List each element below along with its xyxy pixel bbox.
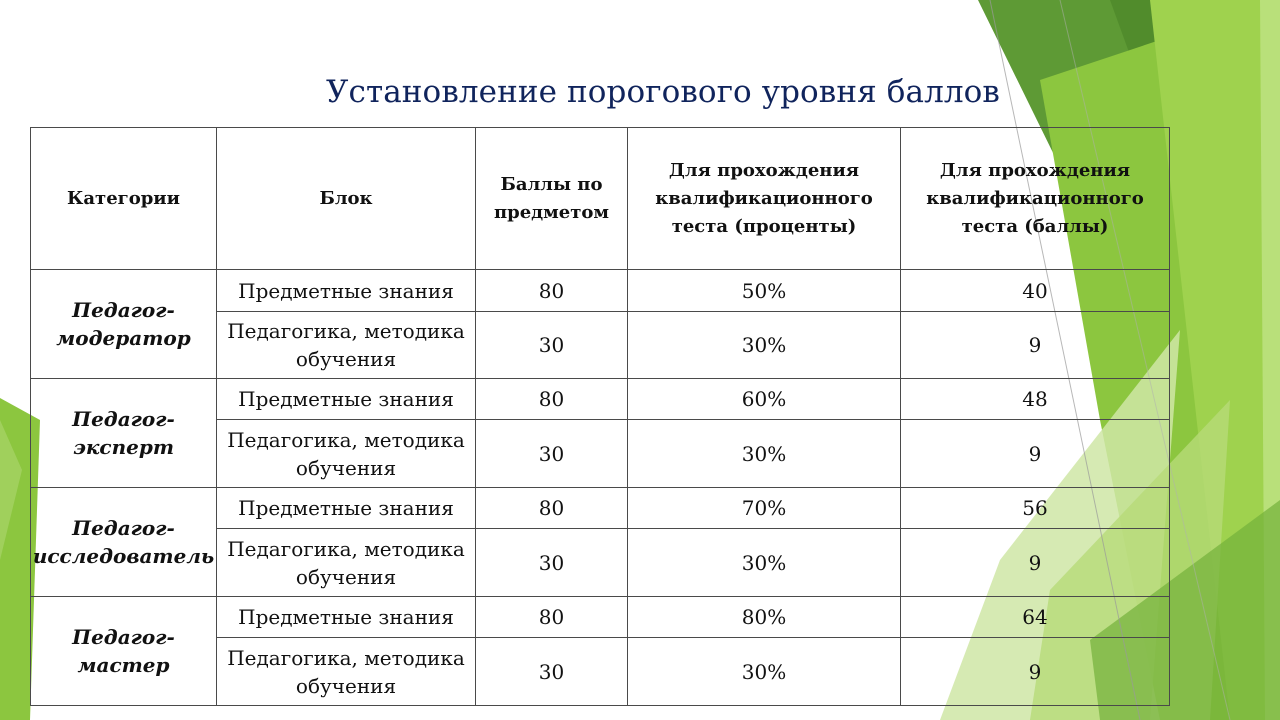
category-cell: Педагог-исследователь [30, 487, 217, 597]
table-row: Педагог-исследователь Предметные знания … [30, 487, 1170, 597]
table-row: Педагогика, методика обучения 30 30% 9 [31, 637, 1170, 706]
score-cell: 64 [900, 596, 1170, 638]
points-cell: 80 [475, 487, 628, 529]
table-row: Педагогика, методика обучения 30 30% 9 [31, 311, 1170, 379]
score-cell: 48 [900, 378, 1170, 420]
category-cell: Педагог-эксперт [30, 378, 217, 488]
slide-title: Установление порогового уровня баллов [326, 74, 1000, 110]
table-row: Педагог-эксперт Предметные знания 80 60%… [30, 378, 1170, 488]
table-row: Педагогика, методика обучения 30 30% 9 [31, 419, 1170, 488]
points-cell: 30 [475, 311, 628, 379]
percent-cell: 30% [627, 637, 901, 706]
score-cell: 9 [900, 528, 1170, 597]
block-cell: Предметные знания [216, 487, 476, 529]
percent-cell: 60% [627, 378, 901, 420]
percent-cell: 30% [627, 528, 901, 597]
points-cell: 80 [475, 378, 628, 420]
block-cell: Предметные знания [216, 269, 476, 312]
header-points: Баллы по предметом [475, 127, 628, 270]
table-row: Педагог-модератор Предметные знания 80 5… [30, 269, 1170, 379]
block-cell: Педагогика, методика обучения [216, 311, 476, 379]
header-row: Категории Блок Баллы по предметом Для пр… [30, 127, 1170, 270]
table-row: Педагог-мастер Предметные знания 80 80% … [30, 596, 1170, 706]
block-cell: Педагогика, методика обучения [216, 637, 476, 706]
percent-cell: 80% [627, 596, 901, 638]
block-cell: Педагогика, методика обучения [216, 419, 476, 488]
score-cell: 9 [900, 637, 1170, 706]
category-cell: Педагог-мастер [30, 596, 217, 706]
header-pass-percent: Для прохождения квалификационного теста … [627, 127, 901, 270]
header-pass-score: Для прохождения квалификационного теста … [900, 127, 1170, 270]
block-cell: Педагогика, методика обучения [216, 528, 476, 597]
category-cell: Педагог-модератор [30, 269, 217, 379]
block-cell: Предметные знания [216, 596, 476, 638]
threshold-table: Категории Блок Баллы по предметом Для пр… [30, 127, 1170, 706]
points-cell: 30 [475, 419, 628, 488]
points-cell: 80 [475, 596, 628, 638]
percent-cell: 30% [627, 311, 901, 379]
block-cell: Предметные знания [216, 378, 476, 420]
percent-cell: 30% [627, 419, 901, 488]
points-cell: 30 [475, 637, 628, 706]
score-cell: 9 [900, 311, 1170, 379]
percent-cell: 50% [627, 269, 901, 312]
score-cell: 40 [900, 269, 1170, 312]
points-cell: 30 [475, 528, 628, 597]
score-cell: 56 [900, 487, 1170, 529]
header-block: Блок [216, 127, 476, 270]
points-cell: 80 [475, 269, 628, 312]
header-categories: Категории [30, 127, 217, 270]
score-cell: 9 [900, 419, 1170, 488]
percent-cell: 70% [627, 487, 901, 529]
